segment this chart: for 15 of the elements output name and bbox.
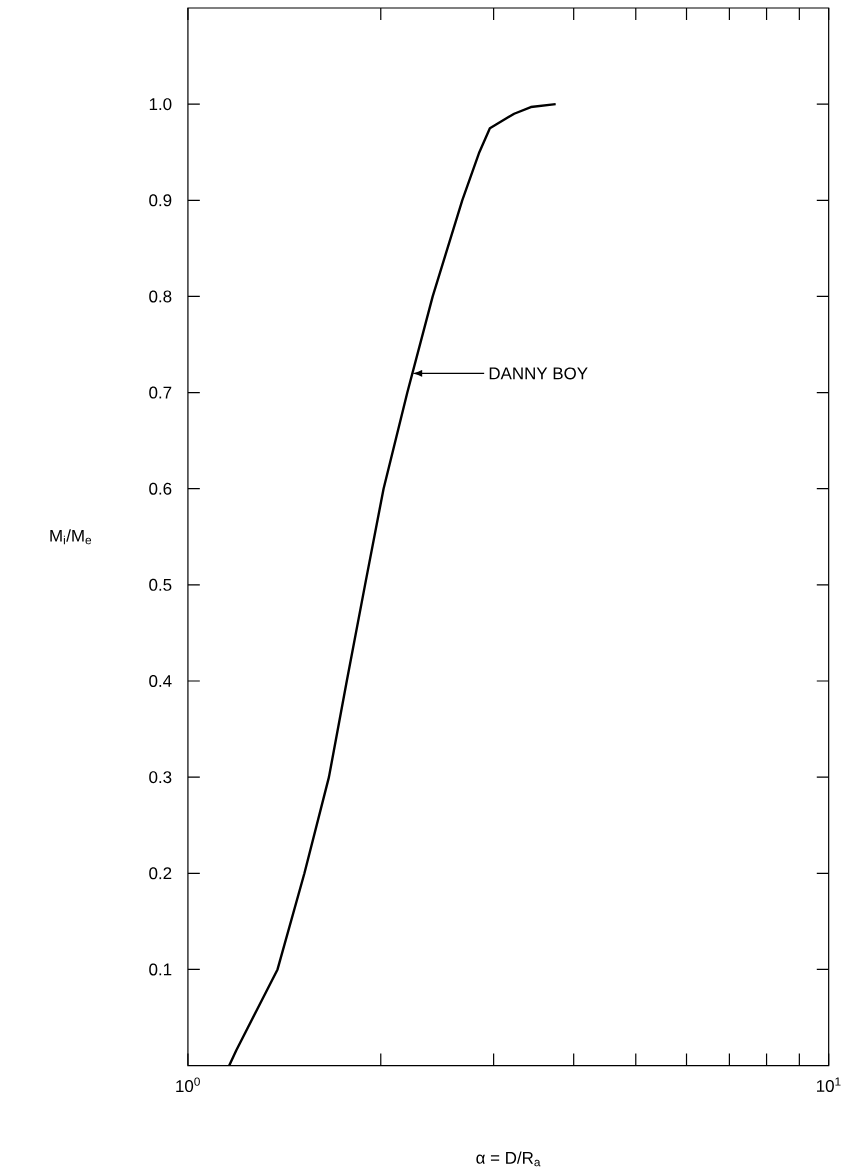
- y-axis-title: M$_{i}$/M$_{e}$: [50, 529, 92, 545]
- y-tick-label: 0.4: [149, 675, 172, 687]
- y-tick-label: 0.2: [149, 867, 172, 880]
- x-axis-title: α = D/R$_{a}$: [476, 1151, 541, 1167]
- x-tick-label: 10$^{1}$: [817, 1077, 841, 1092]
- annotation: DANNY BOY: [489, 367, 588, 380]
- x-tick-label: 10$^{0}$: [176, 1077, 201, 1093]
- y-tick-label: 0.9: [149, 194, 172, 207]
- y-tick-label: 0.8: [149, 290, 172, 303]
- y-tick-label: 0.3: [149, 771, 172, 784]
- y-tick-label: 0.7: [149, 386, 172, 399]
- y-tick-label: 1.0: [150, 98, 172, 111]
- y-tick-label: 0.5: [149, 578, 172, 591]
- y-tick-label: 0.6: [149, 482, 172, 495]
- y-tick-label: 0.1: [149, 963, 172, 976]
